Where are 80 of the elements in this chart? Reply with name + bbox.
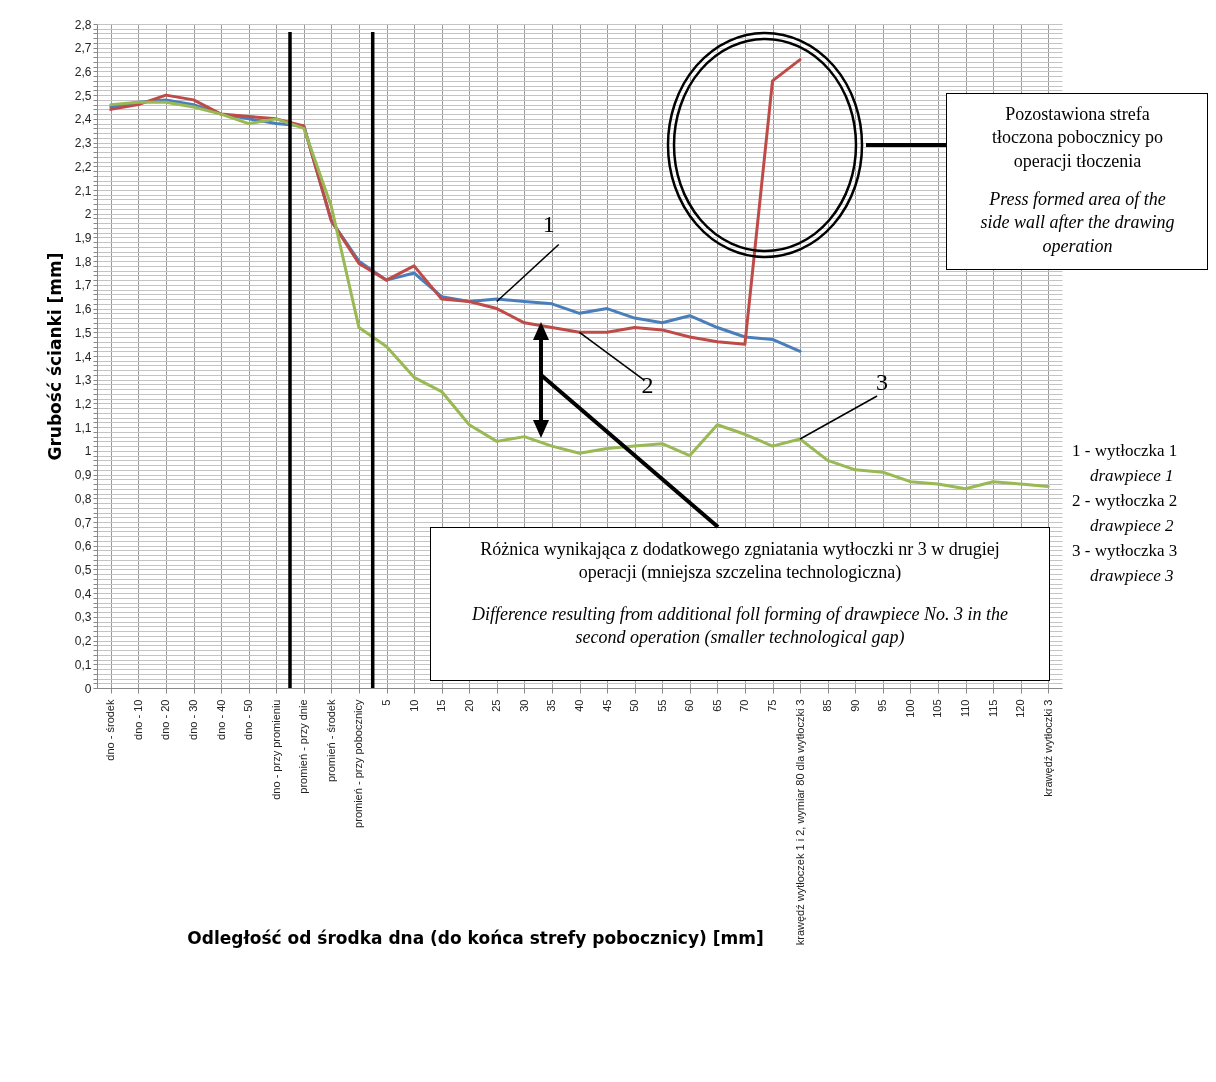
x-tick-label: dno - przy promieniu bbox=[269, 699, 282, 800]
y-tick-label: 0 bbox=[84, 681, 92, 696]
y-tick-label: 1,5 bbox=[74, 325, 92, 340]
y-tick-label: 0,3 bbox=[74, 610, 92, 625]
y-tick-label: 0,5 bbox=[74, 562, 92, 577]
y-tick-label: 0,2 bbox=[74, 634, 92, 649]
y-tick-label: 1,9 bbox=[74, 230, 92, 245]
x-tick-label: 60 bbox=[683, 699, 696, 712]
annotation: Difference resulting from additional foll forming of drawpiece No. 3 in the second operation (smaller technological gap) bbox=[471, 603, 1009, 650]
annotation: 1 bbox=[541, 210, 556, 240]
x-tick-label: 30 bbox=[517, 699, 530, 712]
x-tick-label: 20 bbox=[462, 699, 475, 712]
annotation: Press formed area of the side wall after the drawing operation bbox=[979, 188, 1176, 258]
y-tick-label: 0,6 bbox=[74, 539, 92, 554]
x-tick-label: dno - środek bbox=[104, 699, 117, 761]
text: 1 - wytłoczka 1 bbox=[1072, 440, 1179, 462]
y-tick-label: 0,1 bbox=[74, 657, 92, 672]
y-tick-label: 2,4 bbox=[74, 112, 92, 127]
y-tick-label: 1,1 bbox=[74, 420, 92, 435]
y-axis-title: Grubość ścianki [mm] bbox=[44, 252, 65, 461]
y-tick-label: 1,7 bbox=[74, 278, 92, 293]
y-tick-label: 2,6 bbox=[74, 64, 92, 79]
y-tick-label: 2,5 bbox=[74, 88, 92, 103]
y-tick-label: 0,4 bbox=[74, 586, 92, 601]
x-tick-label: promień - środek bbox=[324, 699, 337, 783]
x-tick-label: 50 bbox=[628, 699, 641, 712]
text: drawpiece 2 bbox=[1090, 515, 1175, 537]
x-tick-label: 115 bbox=[986, 699, 999, 718]
x-tick-label: krawędź wytłoczki 3 bbox=[1041, 699, 1054, 797]
x-tick-label: dno - 10 bbox=[131, 699, 144, 740]
annotation: 3 bbox=[875, 368, 890, 397]
y-tick-label: 1,4 bbox=[74, 349, 92, 364]
x-tick-label: 35 bbox=[545, 699, 558, 712]
annotation: Pozostawiona strefa tłoczona pobocznicy po operacji tłoczenia bbox=[991, 103, 1164, 173]
y-tick-label: 1,2 bbox=[74, 396, 92, 411]
x-tick-label: dno - 30 bbox=[187, 699, 199, 740]
x-tick-label: krawędź wytłoczek 1 i 2, wymiar 80 dla wytłoczki 3 bbox=[793, 699, 806, 946]
x-tick-label: 55 bbox=[655, 699, 668, 712]
x-tick-label: 5 bbox=[380, 699, 392, 706]
y-tick-label: 2,1 bbox=[74, 183, 92, 198]
x-tick-label: 95 bbox=[876, 699, 889, 712]
x-tick-label: dno - 40 bbox=[214, 699, 227, 740]
x-tick-label: 100 bbox=[903, 699, 916, 718]
y-tick-label: 0,9 bbox=[74, 468, 92, 483]
x-tick-label: 40 bbox=[573, 699, 585, 712]
y-tick-label: 2,3 bbox=[74, 136, 92, 151]
line-series bbox=[109, 58, 802, 346]
x-tick-label: 15 bbox=[435, 699, 448, 712]
text: 2 - wytłoczka 2 bbox=[1072, 490, 1179, 512]
text: drawpiece 3 bbox=[1090, 565, 1175, 587]
y-tick-label: 1,6 bbox=[74, 302, 92, 317]
x-tick-label: 110 bbox=[959, 699, 971, 718]
y-tick-label: 1,3 bbox=[74, 373, 92, 388]
y-tick-label: 1,8 bbox=[74, 254, 92, 269]
y-tick-label: 0,8 bbox=[74, 491, 92, 506]
x-axis-title: Odległość od środka dna (do końca strefy pobocznicy) [mm] bbox=[187, 927, 764, 948]
annotation: 2 bbox=[640, 371, 655, 401]
x-tick-label: 70 bbox=[738, 699, 751, 712]
annotation: Różnica wynikająca z dodatkowego zgniatania wytłoczki nr 3 w drugiej operacji (mniejsza szczelina technologiczna) bbox=[479, 538, 1001, 585]
y-tick-label: 2,2 bbox=[74, 159, 92, 174]
text: drawpiece 1 bbox=[1090, 465, 1175, 487]
x-tick-label: dno - 20 bbox=[159, 699, 172, 740]
y-tick-label: 2 bbox=[84, 207, 92, 222]
x-tick-label: dno - 50 bbox=[242, 699, 255, 740]
x-tick-label: 120 bbox=[1014, 699, 1027, 718]
x-tick-label: 65 bbox=[710, 699, 723, 712]
x-tick-label: 90 bbox=[848, 699, 861, 712]
x-tick-label: promień - przy pobocznicy bbox=[352, 699, 365, 828]
x-tick-label: promień - przy dnie bbox=[297, 699, 310, 794]
x-tick-label: 75 bbox=[766, 699, 778, 712]
x-tick-label: 10 bbox=[407, 699, 420, 712]
y-tick-label: 2,8 bbox=[74, 17, 92, 32]
text: 3 - wytłoczka 3 bbox=[1072, 540, 1179, 562]
y-tick-label: 2,7 bbox=[74, 41, 92, 56]
x-tick-label: 45 bbox=[600, 699, 613, 712]
y-tick-label: 1 bbox=[84, 444, 92, 459]
x-tick-label: 25 bbox=[490, 699, 503, 712]
x-tick-label: 105 bbox=[931, 699, 944, 718]
x-tick-label: 85 bbox=[821, 699, 834, 712]
y-tick-label: 0,7 bbox=[74, 515, 92, 530]
